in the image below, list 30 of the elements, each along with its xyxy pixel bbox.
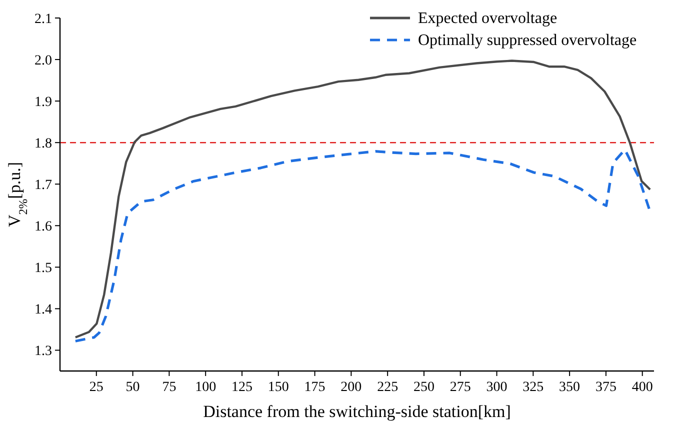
x-tick-label: 400 — [632, 380, 653, 395]
y-tick-label: 1.7 — [34, 178, 52, 194]
x-tick-label: 150 — [268, 380, 289, 395]
x-tick-label: 250 — [413, 380, 434, 395]
x-tick-label: 350 — [559, 380, 580, 395]
x-tick-label: 275 — [450, 380, 471, 395]
line-series — [74, 148, 652, 342]
line-series — [74, 60, 652, 338]
y-tick-label: 1.5 — [34, 261, 52, 276]
x-axis-title: Distance from the switching-side station[km] — [203, 402, 511, 421]
y-tick-label: 1.4 — [34, 302, 52, 318]
x-tick-label: 50 — [126, 380, 140, 395]
x-tick-label: 375 — [595, 380, 616, 395]
y-tick-label: 2.1 — [34, 12, 52, 27]
x-tick-label: 200 — [340, 380, 362, 395]
y-tick-label: 1.8 — [34, 136, 52, 152]
x-tick-label: 125 — [231, 380, 252, 395]
x-tick-label: 225 — [377, 380, 398, 395]
legend-label: Expected overvoltage — [418, 10, 558, 27]
x-tick-label: 100 — [195, 380, 216, 395]
y-tick-label: 1.9 — [34, 95, 52, 110]
y-tick-label: 1.6 — [34, 220, 52, 235]
y-tick-label: 1.3 — [34, 344, 52, 360]
y-tick-label: 2.0 — [34, 54, 52, 69]
x-tick-label: 25 — [89, 380, 104, 395]
legend-label: Optimally suppressed overvoltage — [418, 32, 637, 49]
x-tick-label: 175 — [304, 380, 326, 395]
x-tick-label: 75 — [162, 380, 176, 395]
x-tick-label: 325 — [522, 380, 544, 395]
x-tick-label: 300 — [486, 380, 508, 395]
